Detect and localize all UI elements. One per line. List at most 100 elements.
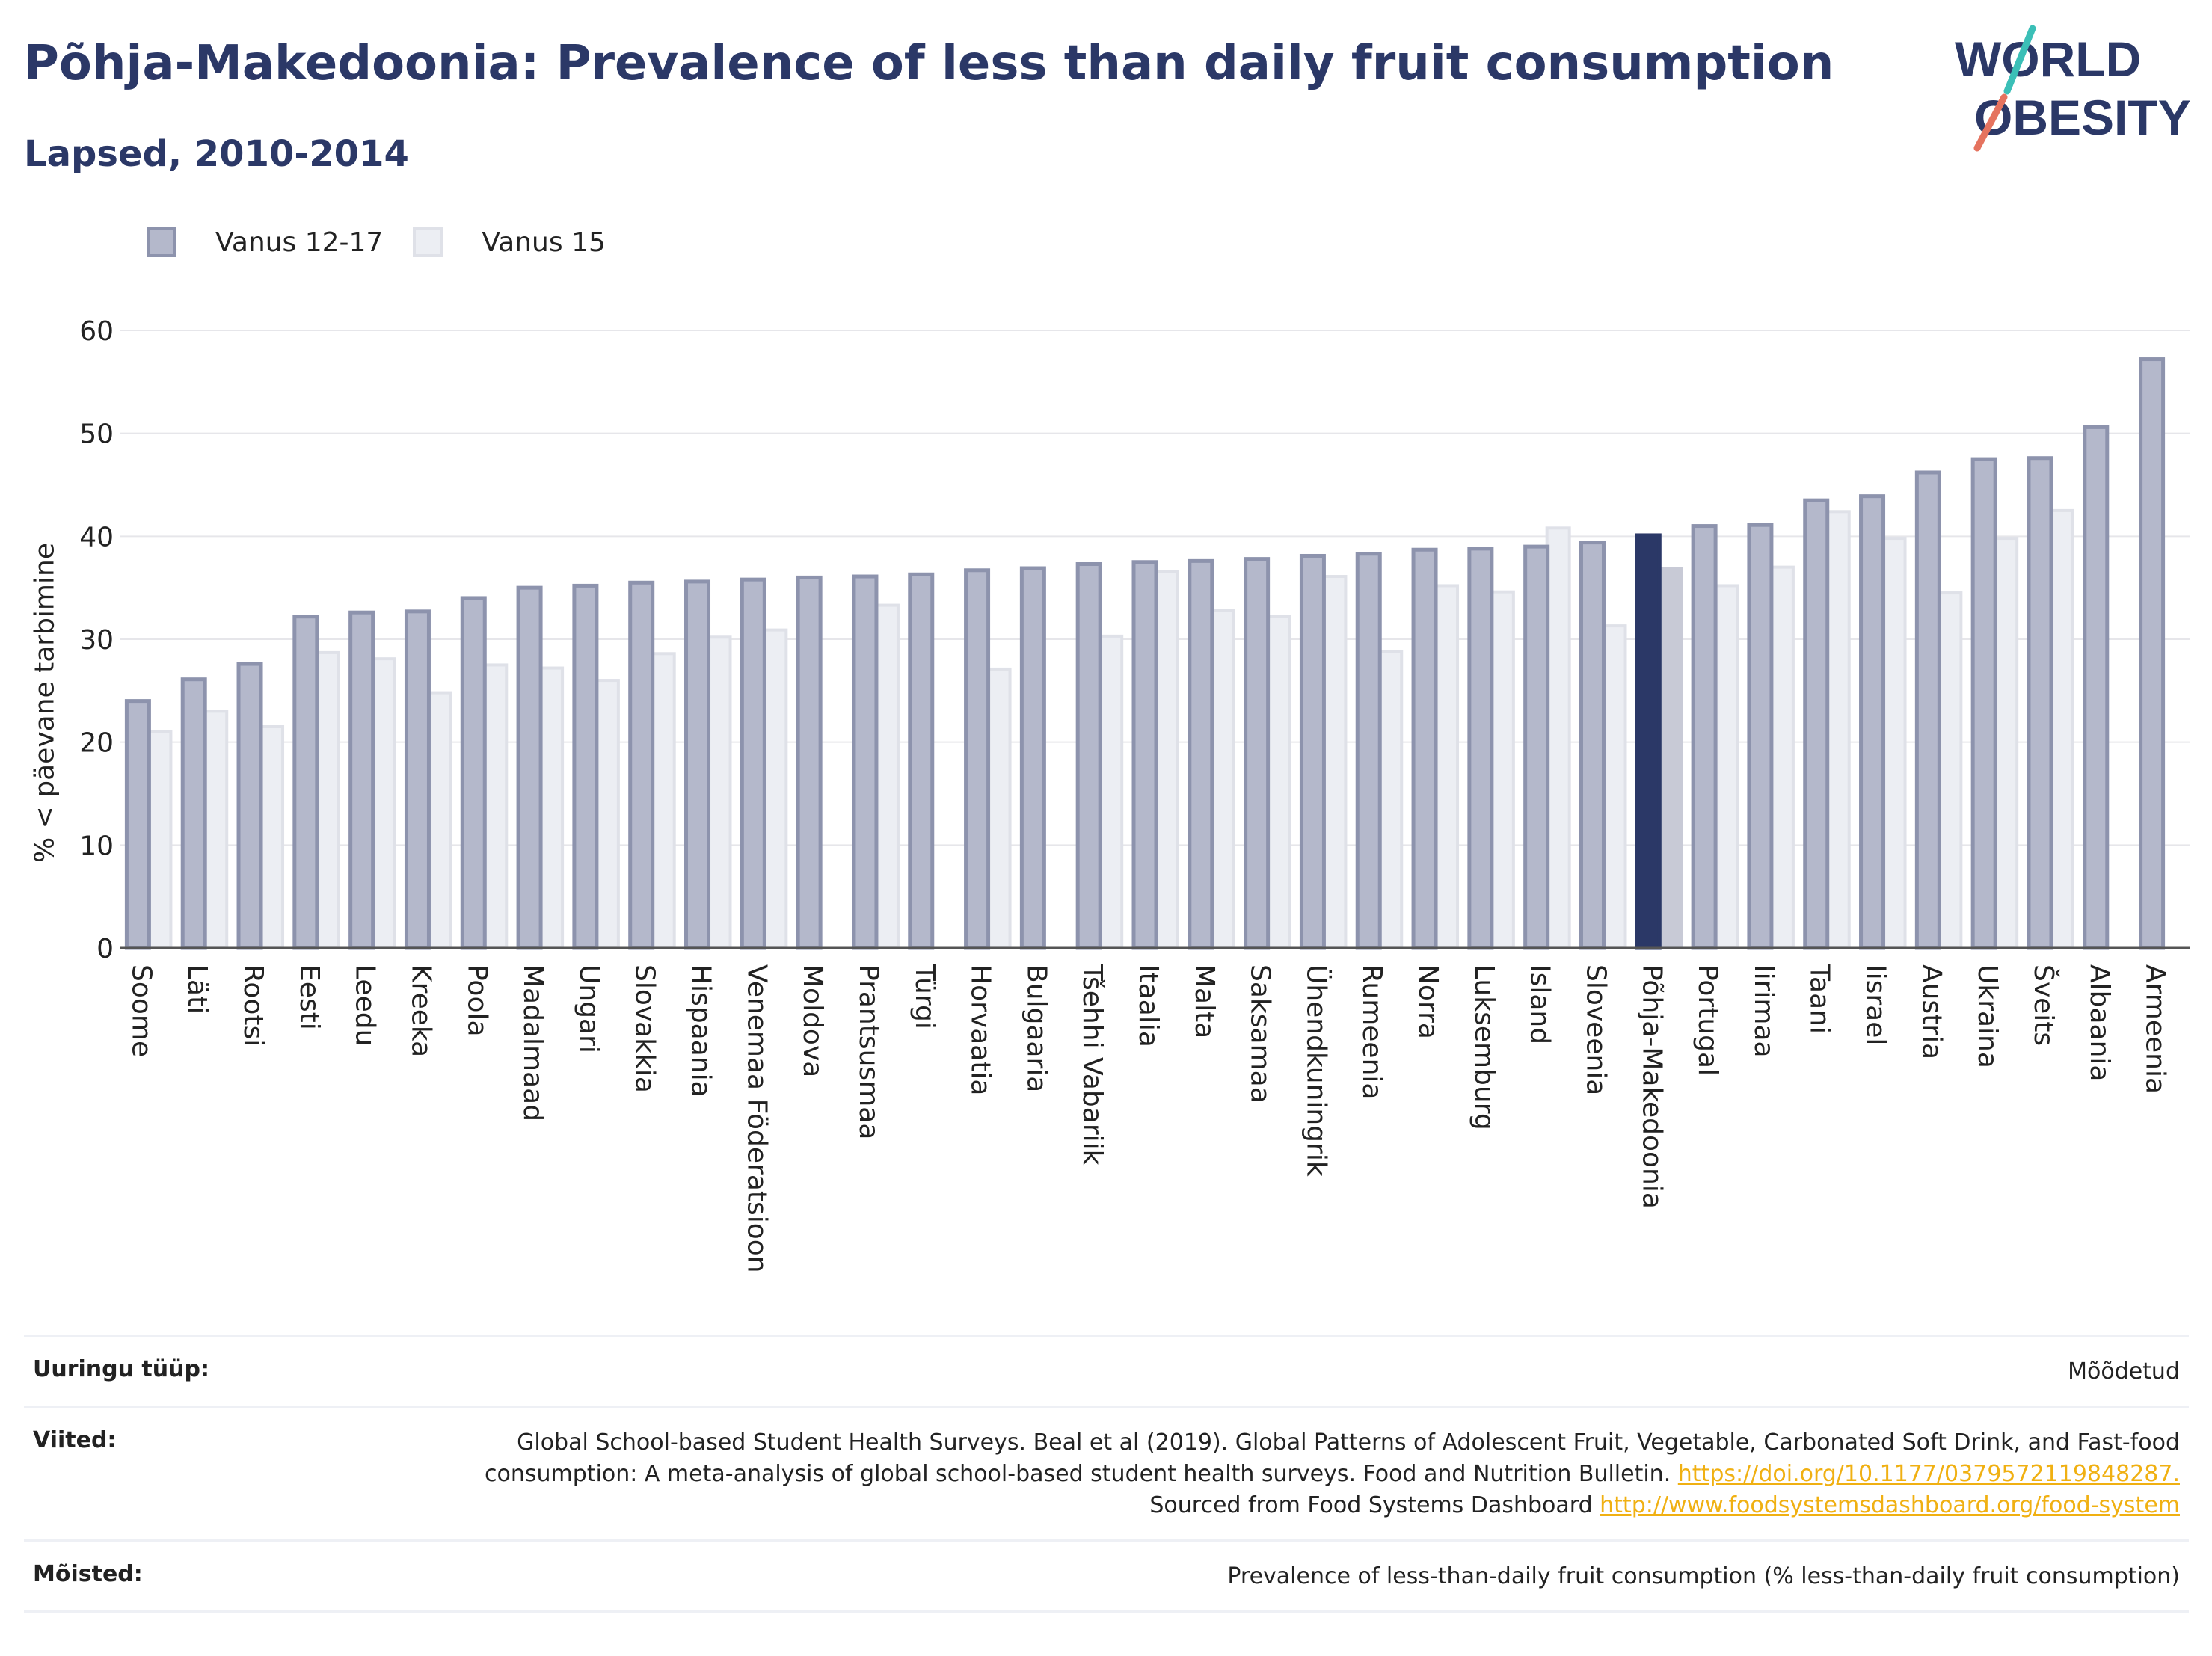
- x-tick-label: Hispaania: [686, 964, 716, 1098]
- page-title: Põhja-Makedoonia: Prevalence of less tha…: [24, 36, 1834, 91]
- bar-age-15: [1489, 590, 1515, 949]
- bar-age-12-17: [1411, 547, 1438, 950]
- bar-age-15: [706, 635, 732, 949]
- x-tick-label: Šveits: [2028, 964, 2059, 1046]
- info-value-definitions: Prevalence of less-than-daily fruit cons…: [1227, 1563, 2180, 1589]
- bar-chart: 0 10 20 30 40 50 60 Soome Läti Rootsi Eesti Leedu Kr…: [79, 316, 2190, 1273]
- bar-age-12-17: [1859, 494, 1886, 950]
- bar-age-12-17: [1188, 558, 1214, 950]
- x-tick-label: Kreeka: [405, 964, 436, 1057]
- bar-age-15: [762, 628, 788, 949]
- x-tick-label: Saksamaa: [1245, 964, 1276, 1104]
- bar-age-12-17: [1131, 560, 1158, 950]
- bar-age-12-17: [2027, 456, 2053, 950]
- info-key-definitions: Mõisted:: [33, 1561, 143, 1587]
- x-tick-label: Tšehhi Vabariik: [1077, 964, 1107, 1166]
- bar-age-15: [1154, 570, 1179, 949]
- legend-swatch-age-15: [413, 227, 443, 257]
- x-tick-label: Slovakkia: [630, 964, 660, 1093]
- bar-age-12-17: [1075, 562, 1102, 950]
- bar-age-12-17: [1523, 544, 1550, 950]
- x-tick-label: Madalmaad: [517, 964, 548, 1121]
- x-tick-label: Taani: [1804, 964, 1835, 1034]
- bar-age-15: [1377, 650, 1404, 949]
- bar-age-15: [1434, 584, 1460, 949]
- info-key-references: Viited:: [33, 1427, 117, 1453]
- bar-age-12-17: [1970, 457, 1997, 950]
- bar-age-12-17: [292, 615, 319, 950]
- bar-age-15: [1769, 565, 1795, 949]
- bar-age-15: [986, 667, 1012, 949]
- x-tick-label: Malta: [1189, 964, 1220, 1038]
- legend-item-age-15[interactable]: Vanus 15: [413, 227, 606, 258]
- bar-age-15: [1265, 615, 1291, 949]
- bar-age-15: [426, 691, 452, 949]
- x-tick-label: Põhja-Makedoonia: [1636, 964, 1667, 1209]
- x-tick-label: Eesti: [294, 964, 325, 1030]
- x-tick-label: Türgi: [909, 964, 940, 1029]
- x-tick-label: Moldova: [797, 964, 828, 1077]
- bar-age-15: [203, 710, 229, 949]
- doi-link[interactable]: https://doi.org/10.1177/0379572119848287…: [1677, 1461, 2180, 1487]
- reference-source-text: Sourced from Food Systems Dashboard: [1149, 1492, 1600, 1518]
- x-tick-label: Leedu: [350, 964, 381, 1046]
- x-tick-label: Bulgaaria: [1021, 964, 1051, 1092]
- bar-age-15: [147, 730, 173, 950]
- bar-age-15: [1321, 575, 1348, 949]
- chart-legend: Vanus 12-17 Vanus 15: [147, 221, 636, 263]
- bar-age-12-17: [964, 568, 991, 950]
- bar-age-12-17: [1355, 552, 1382, 950]
- y-tick-label: 30: [79, 625, 114, 656]
- y-tick-label: 20: [79, 728, 114, 759]
- x-tick-label: Iisrael: [1861, 964, 1891, 1045]
- bar-age-12-17: [628, 580, 655, 950]
- bar-age-12-17: [684, 579, 711, 950]
- x-tick-label: Läti: [182, 964, 212, 1014]
- world-obesity-logo: WORLD OBESITY: [1955, 25, 2191, 152]
- logo-slash-lower: [1973, 93, 2008, 152]
- x-tick-label: Sloveenia: [1580, 964, 1611, 1095]
- bar-age-12-17: [1635, 533, 1662, 950]
- x-tick-label: Albaania: [2084, 964, 2115, 1081]
- bar-age-12-17: [852, 574, 879, 950]
- bar-age-12-17: [2083, 425, 2110, 950]
- bar-age-12-17: [180, 677, 207, 950]
- bar-age-15: [370, 657, 396, 949]
- x-tick-label: Austria: [1916, 964, 1947, 1059]
- bar-age-12-17: [1299, 553, 1326, 950]
- x-tick-label: Norra: [1413, 964, 1443, 1039]
- legend-label-age-12-17: Vanus 12-17: [215, 227, 384, 258]
- bar-age-15: [482, 663, 509, 949]
- bar-age-12-17: [516, 585, 543, 950]
- bar-age-12-17: [1467, 547, 1494, 950]
- x-tick-label: Horvaatia: [965, 964, 996, 1096]
- food-systems-link[interactable]: http://www.foodsystemsdashboard.org/food…: [1600, 1492, 2180, 1518]
- x-tick-label: Soome: [126, 964, 156, 1057]
- info-table: Uuringu tüüp: Mõõdetud Viited: Global Sc…: [24, 1335, 2189, 1613]
- logo-line2: OBESITY: [1974, 90, 2191, 145]
- logo-slash-upper: [2003, 25, 2036, 95]
- bar-age-12-17: [1803, 498, 1830, 950]
- x-tick-label: Ungari: [574, 964, 604, 1053]
- info-row-survey-type: Uuringu tüüp: Mõõdetud: [24, 1335, 2189, 1406]
- legend-label-age-15: Vanus 15: [482, 227, 606, 258]
- bar-age-15: [1825, 510, 1851, 949]
- page-subtitle: Lapsed, 2010-2014: [24, 133, 409, 175]
- x-tick-label: Venemaa Föderatsioon: [741, 964, 772, 1273]
- bar-age-15: [1713, 584, 1739, 949]
- bar-age-12-17: [348, 610, 375, 950]
- bar-age-12-17: [1579, 541, 1606, 950]
- legend-item-age-12-17[interactable]: Vanus 12-17: [147, 227, 383, 258]
- reference-text: Global School-based Student Health Surve…: [484, 1429, 2180, 1487]
- legend-swatch-age-12-17: [147, 227, 176, 257]
- x-tick-label: Rumeenia: [1357, 964, 1387, 1099]
- x-tick-label: Rootsi: [238, 964, 268, 1047]
- bar-age-12-17: [124, 699, 151, 950]
- bar-age-15: [873, 603, 900, 949]
- x-tick-label: Luksemburg: [1469, 964, 1499, 1130]
- y-tick-label: 50: [79, 419, 114, 450]
- y-tick-label: 40: [79, 522, 114, 552]
- info-row-references: Viited: Global School-based Student Heal…: [24, 1406, 2189, 1539]
- bar-age-15: [538, 666, 565, 949]
- bar-age-12-17: [1691, 524, 1718, 950]
